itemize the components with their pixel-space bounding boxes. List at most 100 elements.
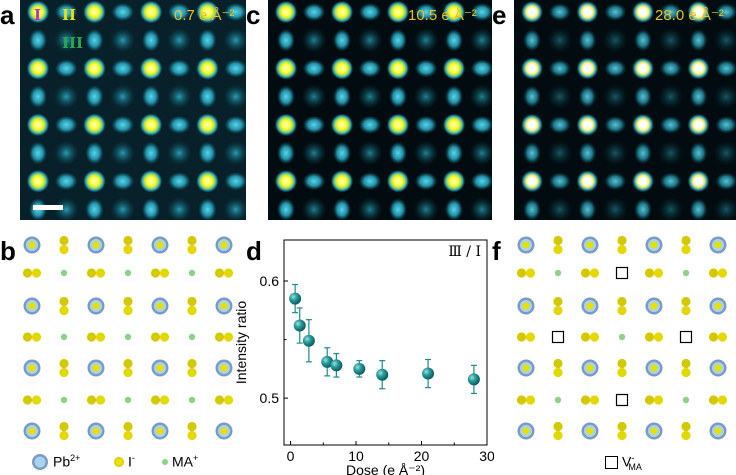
iodide-atom — [553, 296, 563, 307]
iodide-column — [358, 172, 382, 191]
legend-pb-label: Pb2+ — [53, 453, 81, 470]
data-point — [330, 359, 343, 372]
pb-column — [83, 0, 106, 24]
ma-column — [603, 27, 628, 53]
y-tick-label: 0.6 — [260, 273, 280, 289]
pb-column — [687, 113, 710, 136]
micrograph-a-image — [20, 0, 246, 220]
panel-letter-e: e — [492, 0, 507, 30]
ma-column — [166, 140, 192, 166]
ma-molecule — [60, 269, 68, 277]
panel-letter-b: b — [0, 236, 16, 266]
iodide-column — [715, 59, 736, 78]
pb-column — [196, 57, 219, 80]
iodide-column — [689, 141, 708, 165]
iodide-atom — [681, 430, 691, 440]
data-point — [302, 334, 315, 347]
iodide-atom — [223, 332, 234, 342]
iodide-atom — [681, 305, 691, 316]
pb-atom-core — [586, 427, 594, 435]
iodide-column — [302, 172, 326, 191]
vacancy-marker — [615, 266, 629, 280]
legend-f: V-MA — [605, 452, 685, 474]
ma-column — [110, 197, 136, 220]
iodide-atom — [589, 268, 600, 278]
iodide-column — [578, 141, 597, 165]
ma-column — [223, 140, 246, 166]
iodide-atom — [617, 296, 627, 307]
iodide-column — [54, 172, 78, 191]
ma-column — [413, 84, 439, 109]
pb-column — [330, 170, 354, 193]
iodide-column — [523, 29, 541, 52]
iodide-column — [578, 85, 597, 108]
ma-column — [301, 27, 327, 53]
pb-column — [274, 170, 298, 193]
pb-column — [83, 169, 106, 193]
iodide-atom — [59, 430, 69, 440]
pb-column — [687, 0, 710, 24]
iodide-atom — [159, 332, 170, 342]
dose-label-c: 10.5 e Å⁻² — [408, 7, 477, 24]
iodide-atom — [681, 367, 691, 378]
ma-column — [110, 84, 136, 110]
iodide-column — [20, 64, 22, 73]
iodide-column — [268, 7, 270, 17]
pb-column — [631, 113, 655, 136]
ma-column — [20, 202, 23, 217]
iodide-column — [141, 198, 161, 220]
legend-vacancy-label: V-MA — [622, 453, 642, 473]
chart-d: 0 10 20 30 0.5 0.6 Dose (e Å⁻²) Intensity ratio… — [233, 239, 494, 475]
iodide-atom — [717, 332, 728, 342]
ma-molecule — [60, 333, 68, 341]
iodide-atom — [617, 358, 627, 369]
pb-column — [274, 113, 298, 137]
iodide-atom — [150, 268, 161, 278]
iodide-atom — [123, 305, 133, 316]
pb-atom-core — [522, 302, 530, 310]
pb-column — [139, 169, 163, 193]
iodide-atom — [123, 358, 133, 369]
pb-column — [330, 113, 354, 137]
pb-column — [386, 170, 410, 193]
pb-atom-core — [714, 364, 722, 372]
data-point — [353, 362, 366, 375]
iodide-atom — [681, 235, 691, 246]
dose-label-a: 0.7 e Å⁻² — [174, 7, 235, 24]
ma-column — [603, 140, 628, 166]
pb-atom-core — [28, 364, 36, 372]
iodide-atom — [653, 395, 664, 405]
iodide-atom — [525, 395, 536, 405]
iodide-atom — [159, 268, 170, 278]
legend-b: Pb2+ I- MA+ — [30, 452, 240, 472]
iodide-atom — [214, 332, 225, 342]
ma-column — [514, 89, 517, 104]
data-point — [376, 368, 389, 381]
chart-annotation: Ⅲ / Ⅰ — [448, 244, 481, 260]
iodide-atom — [617, 244, 627, 255]
iodide-atom — [31, 268, 42, 278]
iodide-column — [604, 172, 627, 191]
lattice-model-f — [516, 235, 728, 440]
pb-column — [26, 169, 50, 193]
ma-column — [714, 27, 736, 53]
iodide-atom — [589, 332, 600, 342]
ma-column — [658, 84, 683, 109]
iodide-column — [659, 59, 682, 78]
iodide-column — [578, 29, 597, 52]
ma-molecule — [188, 333, 196, 341]
iodide-atom — [150, 395, 161, 405]
iodide-atom — [31, 395, 42, 405]
iodide-column — [445, 198, 463, 220]
iodide-atom — [22, 332, 33, 342]
pb-column — [442, 57, 466, 80]
iodide-atom — [553, 367, 563, 378]
ma-column — [53, 197, 79, 220]
ma-column — [714, 197, 736, 220]
ma-column — [714, 140, 736, 166]
iodide-atom — [553, 430, 563, 440]
iodide-column — [111, 59, 135, 78]
iodide-column — [514, 176, 516, 186]
ma-column — [547, 197, 572, 220]
ma-column — [53, 140, 79, 166]
